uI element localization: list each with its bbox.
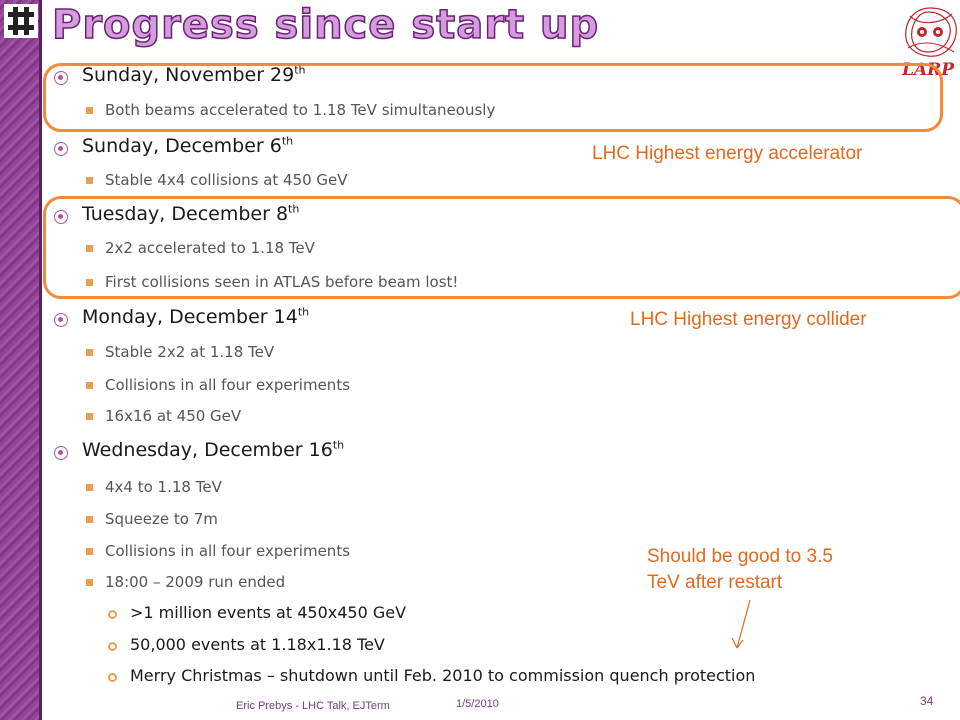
fermilab-logo-icon <box>4 4 38 38</box>
bullet-icon <box>86 107 93 114</box>
bullet-icon <box>86 382 93 389</box>
bullet-icon <box>86 177 93 184</box>
bullet-icon <box>86 279 93 286</box>
arrow-icon <box>731 599 751 649</box>
list-item: Stable 4x4 collisions at 450 GeV <box>105 171 348 189</box>
bullet-icon <box>54 210 68 224</box>
list-item: Collisions in all four experiments <box>105 542 351 560</box>
highlight-box-december-8 <box>43 196 960 299</box>
bullet-icon <box>54 313 68 327</box>
larp-logo-icon <box>905 7 957 57</box>
list-item: Squeeze to 7m <box>105 510 218 528</box>
list-item: Both beams accelerated to 1.18 TeV simul… <box>105 101 496 119</box>
list-item: 18:00 – 2009 run ended <box>105 573 286 591</box>
bullet-icon <box>86 579 93 586</box>
bullet-icon <box>86 245 93 252</box>
list-item: Sunday, December 6th <box>82 134 294 157</box>
note-accelerator: LHC Highest energy accelerator <box>592 143 863 164</box>
bullet-icon <box>54 71 68 85</box>
list-item: Sunday, November 29th <box>82 63 306 86</box>
note-restart-line2: TeV after restart <box>647 572 783 593</box>
bullet-icon <box>86 548 93 555</box>
list-item: >1 million events at 450x450 GeV <box>130 603 407 622</box>
list-item: Tuesday, December 8th <box>82 202 300 225</box>
footer-date: 1/5/2010 <box>456 698 499 710</box>
highlight-box-november <box>43 63 943 132</box>
list-item: 50,000 events at 1.18x1.18 TeV <box>130 635 385 654</box>
list-item: 16x16 at 450 GeV <box>105 407 242 425</box>
bullet-icon <box>54 142 68 156</box>
list-item: Monday, December 14th <box>82 305 310 328</box>
note-restart-line1: Should be good to 3.5 <box>647 546 833 567</box>
list-item: 2x2 accelerated to 1.18 TeV <box>105 239 315 257</box>
list-item: Merry Christmas – shutdown until Feb. 20… <box>130 666 756 685</box>
list-item: Wednesday, December 16th <box>82 438 345 461</box>
bullet-icon <box>86 413 93 420</box>
page-number: 34 <box>920 694 934 708</box>
list-item: Collisions in all four experiments <box>105 376 351 394</box>
bullet-icon <box>108 610 117 619</box>
bullet-icon <box>86 349 93 356</box>
note-collider: LHC Highest energy collider <box>630 309 867 330</box>
slide-title: Progress since start up <box>51 1 600 49</box>
list-item: 4x4 to 1.18 TeV <box>105 478 222 496</box>
bullet-icon <box>86 516 93 523</box>
bullet-icon <box>86 484 93 491</box>
list-item: Stable 2x2 at 1.18 TeV <box>105 343 275 361</box>
bullet-icon <box>108 642 117 651</box>
bullet-icon <box>54 446 68 460</box>
list-item: First collisions seen in ATLAS before be… <box>105 273 459 291</box>
sidebar-band <box>0 0 42 720</box>
bullet-icon <box>108 673 117 682</box>
footer-author: Eric Prebys - LHC Talk, EJTerm <box>236 700 390 712</box>
